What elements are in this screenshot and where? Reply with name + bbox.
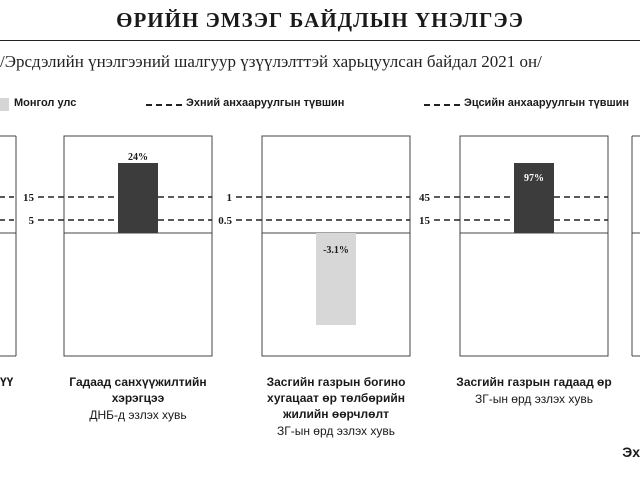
panel-1-caption-subtitle: ДНБ-д эзлэх хувь bbox=[89, 408, 187, 422]
legend-label-country: Монгол улс bbox=[14, 97, 77, 109]
panel-2-caption-title-line-2: хугацаат өр төлбөрийн bbox=[267, 391, 405, 405]
panel-1-frame bbox=[63, 135, 213, 357]
source-note: Эх bbox=[622, 444, 640, 460]
panel-2-threshold-label-2: 0.5 bbox=[218, 215, 232, 227]
panel-3-threshold-label-2: 15 bbox=[419, 215, 431, 227]
left-panel-caption: ҮҮ bbox=[0, 375, 14, 389]
legend-dash-early bbox=[146, 104, 182, 106]
panel-3-caption-title-line-1: Засгийн газрын гадаад өр bbox=[456, 375, 612, 389]
panel-2-bar bbox=[316, 233, 356, 325]
panel-1-caption-title-line-1: Гадаад санхүүжилтийн bbox=[69, 375, 207, 389]
legend-swatch-country bbox=[0, 98, 9, 111]
chart-subtitle: /Эрсдэлийн үнэлгээний шалгуур үзүүлэлттэ… bbox=[0, 52, 542, 71]
title-divider bbox=[0, 40, 640, 41]
panel-3-threshold-label-1: 45 bbox=[419, 192, 431, 204]
panel-2-caption-title-line-3: жилийн өөрчлөлт bbox=[283, 407, 389, 421]
panel-1-threshold-label-1: 15 bbox=[23, 192, 35, 204]
panel-3-frame bbox=[459, 135, 609, 357]
panel-2-caption-title-line-1: Засгийн газрын богино bbox=[266, 375, 406, 389]
panel-2-frame bbox=[261, 135, 411, 357]
panel-3-value-label: 97% bbox=[524, 173, 544, 184]
panel-1-value-label: 24% bbox=[128, 152, 148, 163]
panel-2-value-label: -3.1% bbox=[323, 245, 349, 256]
panel-3-caption-subtitle: ЗГ-ын өрд эзлэх хувь bbox=[474, 392, 594, 406]
panel-2-caption-subtitle: ЗГ-ын өрд эзлэх хувь bbox=[276, 424, 396, 438]
panel-1-bar bbox=[118, 163, 158, 233]
legend-dash-late bbox=[424, 104, 460, 106]
panel-2-threshold-label-1: 1 bbox=[227, 192, 233, 204]
panel-1-caption-title-line-2: хэрэгцээ bbox=[111, 391, 165, 405]
chart-title: ӨРИЙН ЭМЗЭГ БАЙДЛЫН ҮНЭЛГЭЭ bbox=[116, 8, 524, 32]
panel-1-threshold-label-2: 5 bbox=[29, 215, 35, 227]
panel-3-bar bbox=[514, 163, 554, 233]
legend-label-late: Эцсийн анхааруулгын түвшин bbox=[464, 97, 630, 109]
legend-label-early: Эхний анхааруулгын түвшин bbox=[186, 97, 345, 109]
